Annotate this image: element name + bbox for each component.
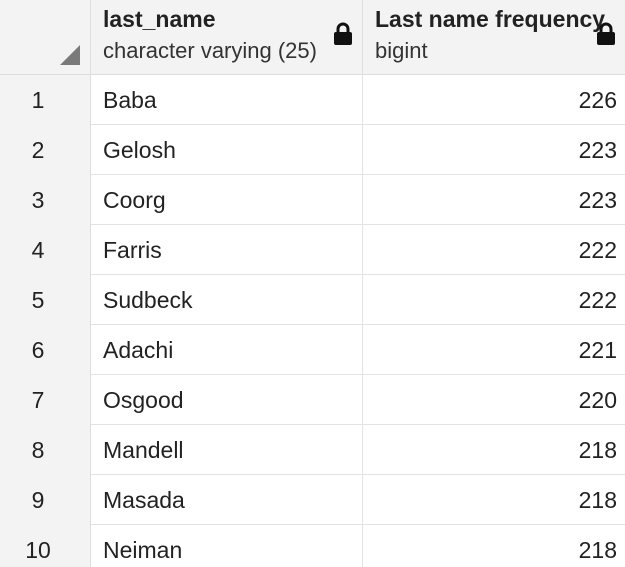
- column-type: character varying (25): [103, 38, 317, 63]
- row-number[interactable]: 2: [0, 125, 91, 175]
- cell-last-name[interactable]: Gelosh: [91, 125, 363, 175]
- row-number[interactable]: 4: [0, 225, 91, 275]
- select-all-triangle-icon: [60, 45, 80, 65]
- lock-icon: [595, 22, 617, 46]
- row-number[interactable]: 5: [0, 275, 91, 325]
- cell-frequency[interactable]: 226: [578, 87, 617, 113]
- row-number[interactable]: 10: [0, 525, 91, 567]
- cell-frequency[interactable]: 218: [578, 537, 617, 563]
- column-name: last_name: [103, 6, 216, 32]
- table-row[interactable]: 2 Gelosh 223: [0, 125, 625, 175]
- row-number[interactable]: 6: [0, 325, 91, 375]
- cell-frequency[interactable]: 221: [578, 337, 617, 363]
- cell-frequency[interactable]: 218: [578, 437, 617, 463]
- row-number[interactable]: 9: [0, 475, 91, 525]
- row-number[interactable]: 1: [0, 75, 91, 125]
- column-header-last-name[interactable]: last_name character varying (25): [91, 0, 363, 75]
- row-number[interactable]: 7: [0, 375, 91, 425]
- cell-last-name[interactable]: Adachi: [91, 325, 363, 375]
- cell-frequency[interactable]: 222: [578, 287, 617, 313]
- cell-last-name[interactable]: Coorg: [91, 175, 363, 225]
- grid-header: last_name character varying (25) Last na…: [0, 0, 625, 75]
- cell-frequency[interactable]: 218: [578, 487, 617, 513]
- row-number[interactable]: 3: [0, 175, 91, 225]
- lock-icon: [332, 22, 354, 46]
- column-header-last-name-frequency[interactable]: Last name frequency bigint: [363, 0, 625, 75]
- cell-last-name[interactable]: Sudbeck: [91, 275, 363, 325]
- cell-last-name[interactable]: Neiman: [91, 525, 363, 567]
- row-number[interactable]: 8: [0, 425, 91, 475]
- cell-last-name[interactable]: Masada: [91, 475, 363, 525]
- grid-body: 1 Baba 226 2 Gelosh 223 3 Coorg 223 4 Fa…: [0, 75, 625, 567]
- table-row[interactable]: 7 Osgood 220: [0, 375, 625, 425]
- table-row[interactable]: 3 Coorg 223: [0, 175, 625, 225]
- table-row[interactable]: 9 Masada 218: [0, 475, 625, 525]
- cell-last-name[interactable]: Osgood: [91, 375, 363, 425]
- cell-last-name[interactable]: Mandell: [91, 425, 363, 475]
- cell-frequency[interactable]: 223: [578, 187, 617, 213]
- table-row[interactable]: 4 Farris 222: [0, 225, 625, 275]
- column-type: bigint: [375, 38, 428, 63]
- cell-frequency[interactable]: 220: [578, 387, 617, 413]
- table-row[interactable]: 10 Neiman 218: [0, 525, 625, 567]
- cell-frequency[interactable]: 223: [578, 137, 617, 163]
- cell-frequency[interactable]: 222: [578, 237, 617, 263]
- table-row[interactable]: 8 Mandell 218: [0, 425, 625, 475]
- table-row[interactable]: 6 Adachi 221: [0, 325, 625, 375]
- select-all-corner[interactable]: [0, 0, 91, 75]
- column-name: Last name frequency: [375, 6, 606, 32]
- cell-last-name[interactable]: Farris: [91, 225, 363, 275]
- table-row[interactable]: 5 Sudbeck 222: [0, 275, 625, 325]
- table-row[interactable]: 1 Baba 226: [0, 75, 625, 125]
- cell-last-name[interactable]: Baba: [91, 75, 363, 125]
